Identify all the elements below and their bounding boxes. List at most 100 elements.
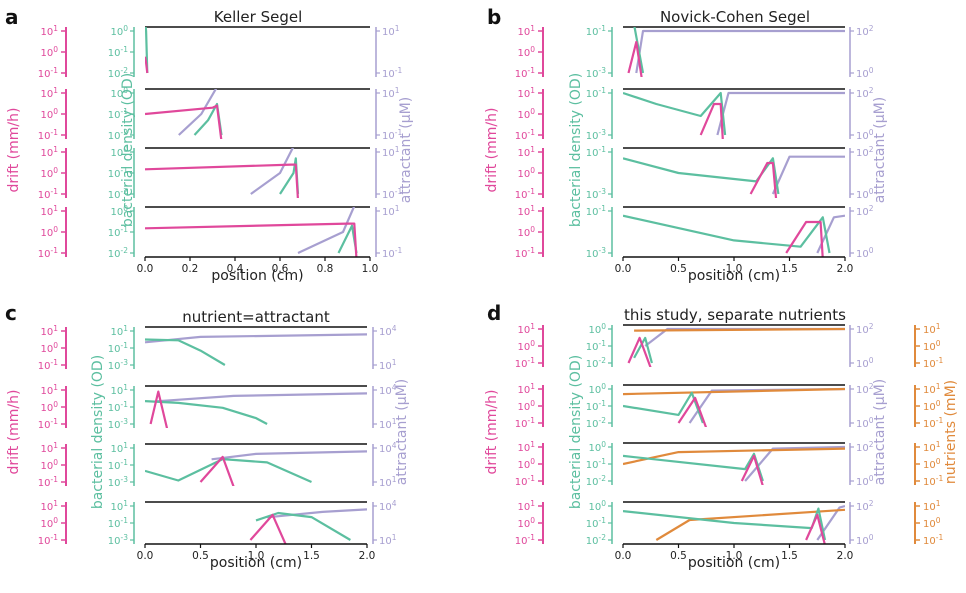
drift-tick-label: 10-1 <box>515 187 535 201</box>
x-tick-label: 0.0 <box>615 263 632 275</box>
drift-tick-label: 101 <box>517 24 535 38</box>
drift-line <box>749 161 778 198</box>
attractant-tick-label: 101 <box>382 204 400 218</box>
row-series <box>145 89 223 139</box>
bacteria-tick-label: 10-1 <box>108 458 128 472</box>
x-tick-label: 1.5 <box>781 263 798 275</box>
bacteria-axis-label: bacterial density (OD) <box>90 355 106 509</box>
bacteria-tick-label: 10-1 <box>108 45 128 59</box>
nutrients-line <box>623 447 845 466</box>
attractant-line <box>635 29 845 74</box>
drift-tick-label: 101 <box>40 86 58 100</box>
attractant-line <box>771 155 845 195</box>
attractant-line <box>816 504 845 541</box>
x-tick-label: 0.0 <box>137 263 154 275</box>
attractant-line <box>297 207 356 254</box>
panel-c: c nutrient=attractant 101 100 10-1 101 10-1 10-… <box>5 301 410 571</box>
bacteria-tick-label: 10-1 <box>108 166 128 180</box>
row-2: 101 100 10-1 10-1 10-3 102 100 <box>515 86 874 142</box>
drift-tick-label: 10-1 <box>38 533 58 547</box>
bacteria-tick-label: 10-3 <box>108 417 128 431</box>
drift-line <box>805 513 826 544</box>
x-tick-label: 0.0 <box>137 550 154 562</box>
drift-line <box>740 454 764 485</box>
panel-a: a Keller Segel 101 100 10-1 100 10-1 10-2 101 10-… <box>5 5 414 284</box>
attractant-axis-label: attractant (μM) <box>872 97 888 203</box>
x-tick-label: 0.8 <box>317 263 334 275</box>
attractant-tick-label: 100 <box>856 246 874 260</box>
row-series <box>623 445 845 485</box>
x-tick-label: 0.5 <box>192 550 209 562</box>
bacteria-line <box>623 214 831 254</box>
drift-tick-label: 10-1 <box>515 356 535 370</box>
row-series <box>623 387 845 427</box>
attractant-tick-label: 101 <box>382 24 400 38</box>
panel-letter: b <box>487 5 501 29</box>
attractant-line <box>688 387 845 424</box>
bacteria-tick-label: 10-2 <box>108 246 128 260</box>
row-series <box>627 27 845 77</box>
attractant-line <box>250 148 294 195</box>
attractant-tick-label: 101 <box>382 145 400 159</box>
drift-tick-label: 10-1 <box>515 533 535 547</box>
bacteria-tick-label: 10-1 <box>586 86 606 100</box>
drift-line <box>145 222 358 257</box>
drift-tick-label: 100 <box>517 225 535 239</box>
x-axis-label: position (cm) <box>688 268 780 284</box>
bacteria-line <box>255 511 351 541</box>
attractant-tick-label: 10-1 <box>382 128 402 142</box>
drift-tick-label: 101 <box>517 204 535 218</box>
nutrients-tick-label: 100 <box>923 457 941 471</box>
x-tick-label: 2.0 <box>837 263 854 275</box>
attractant-line <box>716 91 845 136</box>
drift-tick-label: 101 <box>40 441 58 455</box>
drift-tick-label: 100 <box>40 225 58 239</box>
nutrients-line <box>623 387 845 396</box>
drift-tick-label: 100 <box>517 45 535 59</box>
bacteria-tick-label: 10-3 <box>586 66 606 80</box>
panel-title: Novick-Cohen Segel <box>660 8 810 26</box>
drift-tick-label: 10-1 <box>515 246 535 260</box>
row-3: 101 100 10-1 10-1 10-3 102 100 <box>515 145 874 201</box>
bacteria-axis-label: bacterial density (OD) <box>120 73 136 227</box>
attractant-line <box>156 392 367 403</box>
bacteria-tick-label: 100 <box>588 440 606 454</box>
attractant-tick-label: 100 <box>856 66 874 80</box>
bacteria-axis-label: bacterial density (OD) <box>568 355 584 509</box>
attractant-tick-label: 102 <box>856 86 874 100</box>
row-series <box>145 333 367 366</box>
x-tick-label: 1.5 <box>781 550 798 562</box>
drift-tick-label: 101 <box>517 440 535 454</box>
attractant-tick-label: 100 <box>856 128 874 142</box>
bacteria-tick-label: 10-3 <box>108 475 128 489</box>
x-tick-label: 0.5 <box>670 550 687 562</box>
drift-tick-label: 100 <box>40 458 58 472</box>
x-tick-label: 1.0 <box>362 263 379 275</box>
bacteria-line <box>145 27 149 74</box>
attractant-tick-label: 104 <box>379 324 397 338</box>
nutrients-tick-label: 10-1 <box>923 416 943 430</box>
panel-letter: c <box>5 301 17 325</box>
drift-tick-label: 100 <box>517 516 535 530</box>
row-2: 101 100 10-1 101 10-1 10-3 104 101 <box>38 383 397 431</box>
drift-axis-label: drift (mm/h) <box>6 390 22 475</box>
bacteria-tick-label: 10-1 <box>586 516 606 530</box>
row-4: 101 100 10-1 10-1 10-3 102 100 <box>515 204 874 260</box>
bacteria-line <box>623 91 727 136</box>
row-1: 101 100 10-1 100 10-1 10-2 101 10-1 <box>38 24 403 80</box>
attractant-tick-label: 101 <box>379 417 397 431</box>
bacteria-tick-label: 10-1 <box>108 516 128 530</box>
drift-tick-label: 100 <box>40 45 58 59</box>
bacteria-line <box>623 391 704 424</box>
bacteria-tick-label: 10-3 <box>108 358 128 372</box>
bacteria-tick-label: 101 <box>110 383 128 397</box>
drift-line <box>627 40 643 77</box>
drift-tick-label: 10-1 <box>515 128 535 142</box>
attractant-tick-label: 102 <box>856 204 874 218</box>
panel-b: b Novick-Cohen Segel 101 100 10-1 10-1 10-3 102… <box>484 5 888 284</box>
bacteria-tick-label: 100 <box>110 204 128 218</box>
bacteria-tick-label: 10-1 <box>586 339 606 353</box>
drift-tick-label: 10-1 <box>38 417 58 431</box>
bacteria-tick-label: 10-3 <box>586 246 606 260</box>
drift-line <box>199 455 235 486</box>
